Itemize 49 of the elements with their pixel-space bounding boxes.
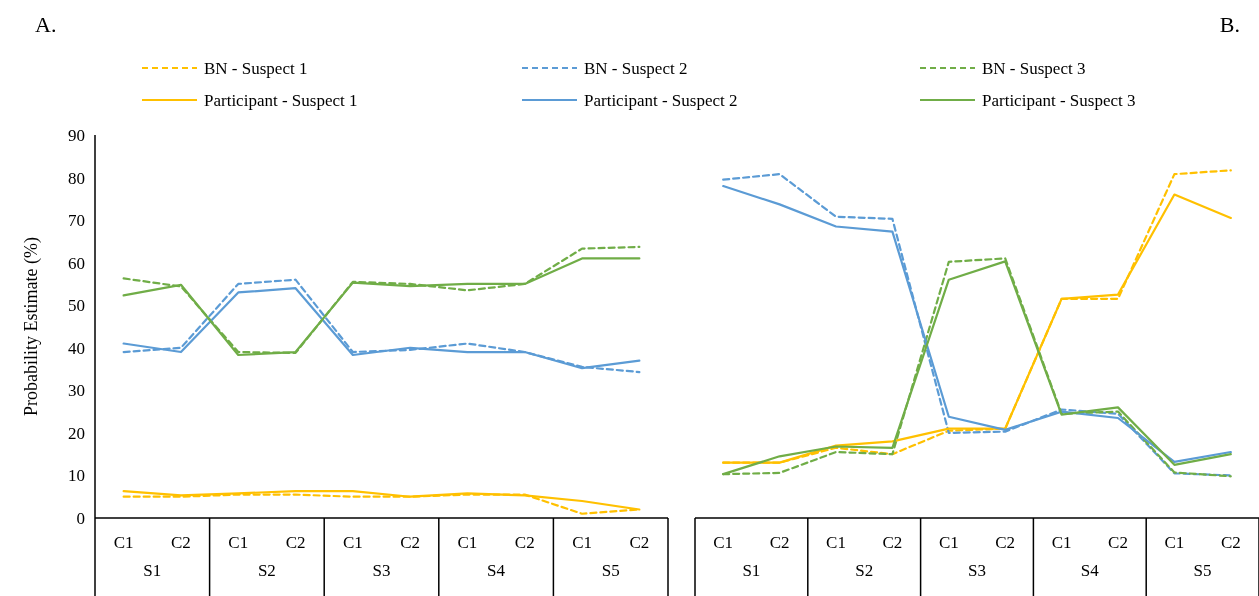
x-tick-label: C2: [769, 533, 790, 552]
text: S3: [372, 561, 391, 580]
x-tick-label: C2: [400, 533, 421, 552]
legend-label: BN - Suspect 2: [584, 59, 688, 78]
x-tick-label: C1: [1164, 533, 1185, 552]
legend-label: Participant - Suspect 3: [982, 91, 1136, 110]
text: S3: [968, 561, 986, 580]
x-tick-label: C1: [113, 533, 134, 552]
chart-title: A.: [35, 12, 57, 37]
x-tick-label: C2: [171, 533, 191, 552]
text: S2: [855, 561, 874, 580]
x-tick-label: C1: [572, 533, 592, 552]
y-tick-label: 20: [68, 423, 85, 443]
text: S4: [487, 561, 506, 580]
x-tick-label: C1: [938, 533, 959, 552]
x-tick-label: C2: [285, 533, 306, 552]
y-tick-label: 50: [68, 296, 85, 316]
text: S1: [742, 561, 761, 580]
y-tick-label: 60: [68, 253, 85, 273]
x-tick-label: C2: [995, 533, 1016, 552]
x-tick-label: C2: [629, 533, 650, 552]
y-tick-label: 40: [68, 338, 85, 358]
y-tick-label: 10: [68, 466, 85, 486]
y-tick-label: 90: [68, 126, 85, 145]
y-tick-label: 70: [68, 211, 85, 231]
chart-title: B.: [1219, 12, 1240, 37]
text: S2: [257, 561, 276, 580]
y-tick-label: 0: [76, 509, 85, 528]
x-tick-label: C2: [1108, 533, 1128, 552]
legend-label: Participant - Suspect 1: [204, 91, 358, 110]
y-axis-title: Probability Estimate (%): [21, 237, 42, 416]
x-tick-label: C1: [228, 533, 249, 552]
x-tick-label: C1: [1051, 533, 1072, 552]
x-tick-label: C1: [713, 533, 734, 552]
x-tick-label: C1: [457, 533, 478, 552]
text: S5: [1193, 561, 1212, 580]
text: S5: [601, 561, 620, 580]
legend-label: BN - Suspect 3: [982, 59, 1086, 78]
legend-label: Participant - Suspect 2: [584, 91, 738, 110]
y-tick-label: 80: [68, 168, 85, 188]
x-tick-label: C2: [1220, 533, 1241, 552]
text: S1: [143, 561, 162, 580]
y-tick-label: 30: [68, 381, 85, 401]
legend-label: BN - Suspect 1: [204, 59, 308, 78]
x-tick-label: C2: [514, 533, 535, 552]
x-tick-label: C1: [826, 533, 846, 552]
x-tick-label: C1: [342, 533, 363, 552]
x-tick-label: C2: [882, 533, 903, 552]
text: S4: [1080, 561, 1100, 580]
